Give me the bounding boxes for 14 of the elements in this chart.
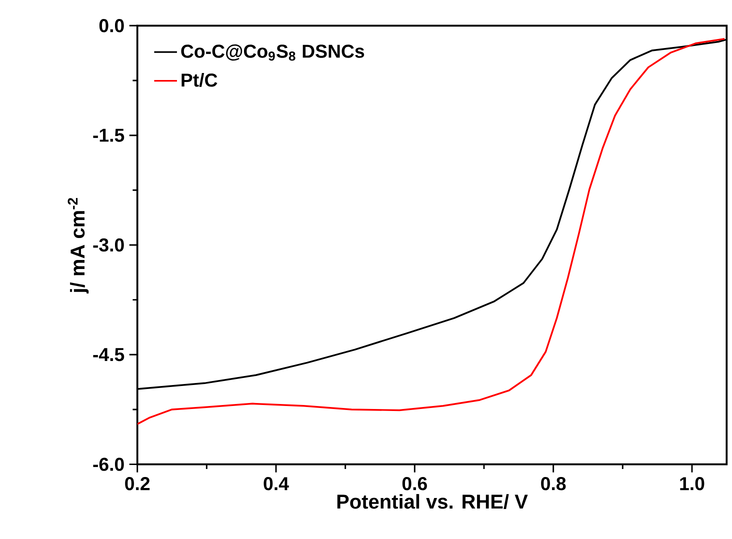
x-axis-title: Potential vs. RHE/ V [337,494,528,509]
y-tick-label: -3.0 [93,238,124,252]
y-axis-title: j/ mA cm$^{-2}$ [68,198,89,294]
x-tick-label: 0.2 [125,477,150,490]
legend-label: Co-C@Co$_{9}$S$_{8}$ DSNCs [181,44,364,61]
y-tick-label: -6.0 [93,458,124,471]
x-tick-label: 1.0 [680,477,704,490]
legend-label: Pt/C [182,73,218,87]
y-tick-label: -1.5 [93,128,124,142]
x-tick-label: 0.4 [264,477,289,490]
x-tick-label: 0.6 [402,477,427,490]
y-tick-label: -4.5 [93,348,124,362]
x-tick-label: 0.8 [541,477,566,490]
y-tick-label: 0.0 [99,19,124,32]
